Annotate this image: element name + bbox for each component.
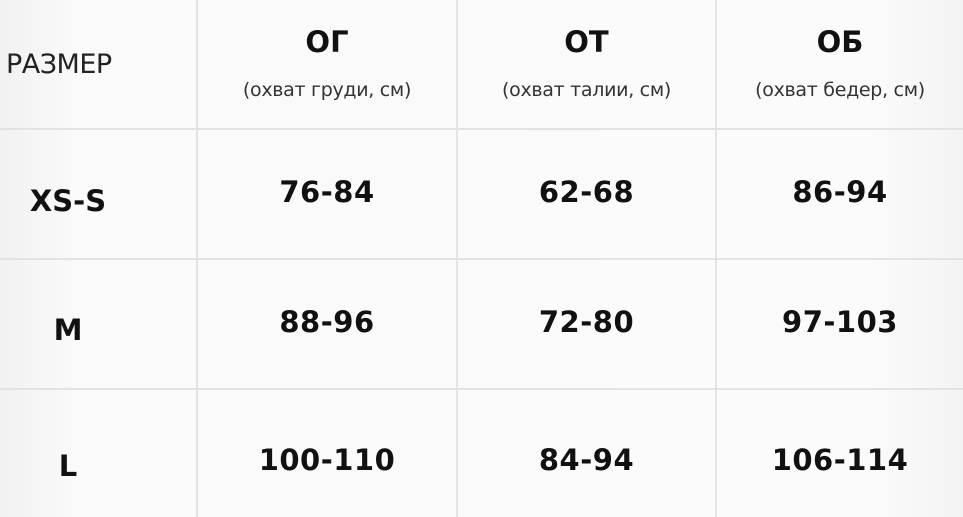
- waist-column-subtitle: (охват талии, см): [502, 78, 671, 101]
- table-cell-chest: 100-110: [198, 390, 456, 517]
- waist-value: 72-80: [538, 305, 635, 339]
- row-divider: [0, 128, 963, 130]
- chest-column-subtitle: (охват груди, см): [242, 78, 412, 101]
- table-row-size: L: [0, 390, 136, 517]
- chest-value: 100-110: [258, 442, 396, 477]
- table-cell-waist: 62-68: [458, 130, 715, 258]
- chest-column-title: ОГ: [305, 24, 349, 59]
- hips-value: 97-103: [782, 305, 898, 339]
- row-divider: [0, 388, 963, 390]
- table-row-size: XS-S: [0, 130, 136, 258]
- size-label: M: [53, 313, 83, 347]
- chest-value: 88-96: [279, 305, 375, 339]
- header-chest-cell: ОГ (охват груди, см): [198, 0, 456, 128]
- row-divider: [0, 258, 963, 260]
- header-waist-cell: ОТ (охват талии, см): [458, 0, 715, 128]
- table-row-size: M: [0, 260, 136, 388]
- table-cell-chest: 88-96: [198, 260, 456, 388]
- size-label: L: [58, 448, 78, 483]
- header-size-cell: РАЗМЕР: [0, 0, 196, 128]
- waist-value: 62-68: [538, 175, 635, 209]
- table-cell-hips: 106-114: [717, 390, 963, 517]
- size-column-heading: РАЗМЕР: [6, 48, 112, 80]
- table-cell-hips: 97-103: [717, 260, 963, 388]
- hips-column-subtitle: (охват бедер, см): [755, 78, 925, 101]
- hips-column-title: ОБ: [816, 24, 864, 59]
- hips-value: 106-114: [771, 442, 909, 477]
- hips-value: 86-94: [792, 175, 888, 209]
- size-label: XS-S: [29, 184, 107, 218]
- table-cell-hips: 86-94: [717, 130, 963, 258]
- table-cell-waist: 72-80: [458, 260, 715, 388]
- table-cell-chest: 76-84: [198, 130, 456, 258]
- header-hips-cell: ОБ (охват бедер, см): [717, 0, 963, 128]
- waist-value: 84-94: [538, 442, 635, 477]
- table-cell-waist: 84-94: [458, 390, 715, 517]
- waist-column-title: ОТ: [564, 24, 609, 59]
- chest-value: 76-84: [279, 175, 375, 209]
